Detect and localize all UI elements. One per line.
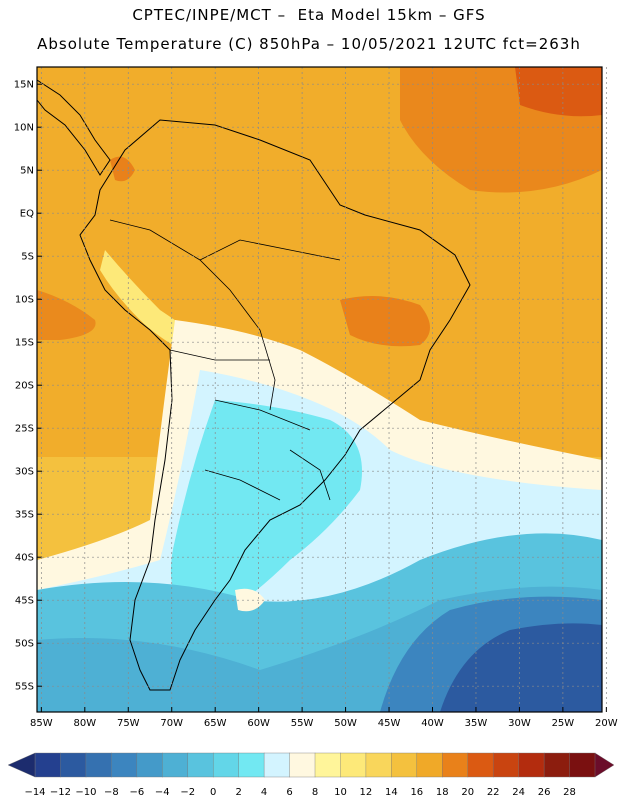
colorbar-swatch	[187, 752, 214, 778]
lat-tick-label: 15N	[14, 80, 34, 91]
field-warm-spot-colombia	[110, 156, 135, 182]
colorbar-label: −14	[24, 787, 45, 798]
lon-tick-label: 50W	[334, 718, 357, 729]
lat-tick-label: 30S	[15, 467, 34, 478]
colorbar-swatch	[34, 752, 61, 778]
colorbar-swatch	[442, 752, 469, 778]
colorbar-label: 26	[538, 787, 551, 798]
lat-tick-label: 35S	[15, 510, 34, 521]
map-frame	[36, 66, 603, 713]
colorbar: −14 −12 −10 −8 −6 −4 −2 0 2 4 6 8 10 12 14 16 18 20 22 24 26…	[7, 752, 615, 798]
colorbar-min-arrow	[7, 752, 36, 778]
colorbar-swatch	[136, 752, 163, 778]
lat-tick-label: 10N	[14, 123, 34, 134]
colorbar-label: −8	[104, 787, 119, 798]
colorbar-swatch	[212, 752, 240, 778]
colorbar-label: −2	[180, 787, 195, 798]
colorbar-label: 10	[334, 787, 347, 798]
graticule	[37, 67, 607, 712]
colorbar-label: 8	[312, 787, 318, 798]
lon-tick-label: 45W	[378, 718, 401, 729]
lat-tick-label: 50S	[15, 639, 34, 650]
colorbar-swatch	[85, 752, 112, 778]
colorbar-label: 12	[360, 787, 373, 798]
colorbar-swatch	[518, 752, 545, 778]
colorbar-label: 24	[512, 787, 525, 798]
field-mild-spot-patagonia	[235, 588, 265, 612]
lat-tick-label: 10S	[15, 295, 34, 306]
colorbar-label: 28	[563, 787, 576, 798]
colorbar-label: 14	[385, 787, 398, 798]
colorbar-swatch	[238, 752, 265, 778]
lon-tick-label: 70W	[160, 718, 183, 729]
central-america-coastline	[37, 79, 111, 176]
lon-tick-label: 55W	[291, 718, 314, 729]
longitude-axis: 85W 80W 75W 70W 65W 60W 55W 50W 45W 40W 35W 30W 25W 2…	[30, 718, 618, 729]
chart-subtitle: Absolute Temperature (C) 850hPa – 10/05/…	[37, 35, 581, 53]
colorbar-label: 16	[410, 787, 423, 798]
lat-tick-label: 5S	[21, 252, 34, 263]
colorbar-label: 22	[487, 787, 500, 798]
country-borders	[109, 219, 341, 501]
lon-tick-label: 60W	[247, 718, 270, 729]
colorbar-label: 0	[210, 787, 216, 798]
colorbar-label: −12	[50, 787, 71, 798]
lat-tick-label: 5N	[20, 166, 34, 177]
colorbar-swatch	[314, 752, 341, 778]
colorbar-swatch	[416, 752, 443, 778]
colorbar-swatch	[492, 752, 520, 778]
lat-tick-label: EQ	[20, 209, 34, 220]
chart-title: CPTEC/INPE/MCT – Eta Model 15km – GFS	[132, 6, 486, 24]
lon-tick-label: 75W	[117, 718, 140, 729]
colorbar-label: −6	[129, 787, 144, 798]
lon-tick-label: 85W	[30, 718, 53, 729]
field-cold-2-4	[170, 400, 362, 630]
colorbar-swatch	[60, 752, 87, 778]
colorbar-label: −10	[75, 787, 96, 798]
colorbar-max-arrow	[594, 752, 615, 778]
lon-tick-label: 65W	[204, 718, 227, 729]
colorbar-label: −4	[155, 787, 170, 798]
colorbar-swatch	[111, 752, 138, 778]
colorbar-label: 20	[461, 787, 474, 798]
field-warm-spot-pacific	[37, 290, 96, 340]
colorbar-swatch	[543, 752, 571, 778]
colorbar-swatch	[467, 752, 494, 778]
colorbar-swatch	[365, 752, 392, 778]
colorbar-label: 18	[436, 787, 449, 798]
latitude-axis: 15N 10N 5N EQ 5S 10S 15S 20S 25S 30S 35S 40S 45S 50S 5…	[14, 80, 34, 693]
lon-tick-label: 35W	[465, 718, 488, 729]
colorbar-swatch	[289, 752, 316, 778]
lat-tick-label: 15S	[15, 338, 34, 349]
lat-tick-label: 40S	[15, 553, 34, 564]
colorbar-swatch	[569, 752, 596, 778]
colorbar-label: 2	[235, 787, 241, 798]
lat-tick-label: 55S	[15, 682, 34, 693]
lon-tick-label: 80W	[73, 718, 96, 729]
colorbar-swatch	[391, 752, 418, 778]
lat-tick-label: 25S	[15, 424, 34, 435]
colorbar-swatch	[162, 752, 189, 778]
continent-coastline	[79, 119, 471, 691]
temperature-field	[37, 67, 602, 712]
lon-tick-label: 30W	[508, 718, 531, 729]
colorbar-label: 4	[261, 787, 267, 798]
field-cold-minus10	[440, 623, 602, 712]
lat-tick-label: 45S	[15, 596, 34, 607]
lon-tick-label: 25W	[552, 718, 575, 729]
field-warm-spot-brazil	[340, 296, 430, 347]
colorbar-swatch	[340, 752, 367, 778]
colorbar-swatch	[263, 752, 291, 778]
lon-tick-label: 40W	[421, 718, 444, 729]
lat-tick-label: 20S	[15, 381, 34, 392]
colorbar-label: 6	[286, 787, 292, 798]
field-hot-22-24	[515, 67, 602, 117]
lon-tick-label: 20W	[595, 718, 618, 729]
